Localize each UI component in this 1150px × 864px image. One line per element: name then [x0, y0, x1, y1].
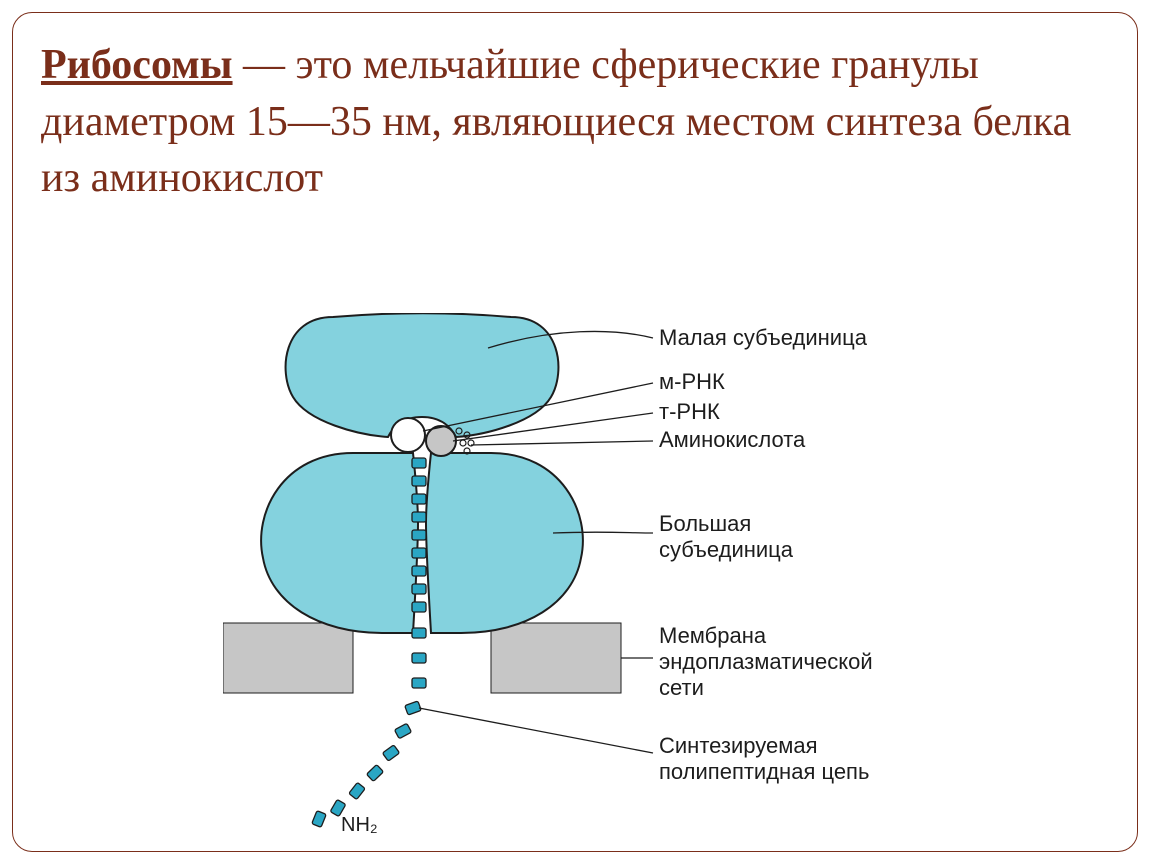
svg-text:Мембрана: Мембрана [659, 623, 767, 648]
svg-text:Аминокислота: Аминокислота [659, 427, 806, 452]
slide-card: Рибосомы — это мельчайшие сферические гр… [12, 12, 1138, 852]
heading-term: Рибосомы [41, 42, 233, 88]
svg-text:субъединица: субъединица [659, 537, 794, 562]
diagram-svg: NH₂ Малая субъединица м-РНК т-РНК Аминокисло… [223, 313, 983, 843]
svg-text:полипептидная цепь: полипептидная цепь [659, 759, 869, 784]
svg-text:Синтезируемая: Синтезируемая [659, 733, 818, 758]
ribosome-diagram: NH₂ Малая субъединица м-РНК т-РНК Аминокисло… [223, 313, 983, 843]
svg-text:Большая: Большая [659, 511, 751, 536]
svg-text:NH₂: NH₂ [341, 814, 378, 836]
svg-text:т-РНК: т-РНК [659, 399, 720, 424]
svg-text:Малая субъединица: Малая субъединица [659, 325, 868, 350]
svg-text:сети: сети [659, 675, 704, 700]
heading-paragraph: Рибосомы — это мельчайшие сферические гр… [41, 37, 1109, 207]
svg-text:эндоплазматической: эндоплазматической [659, 649, 873, 674]
svg-text:м-РНК: м-РНК [659, 369, 725, 394]
